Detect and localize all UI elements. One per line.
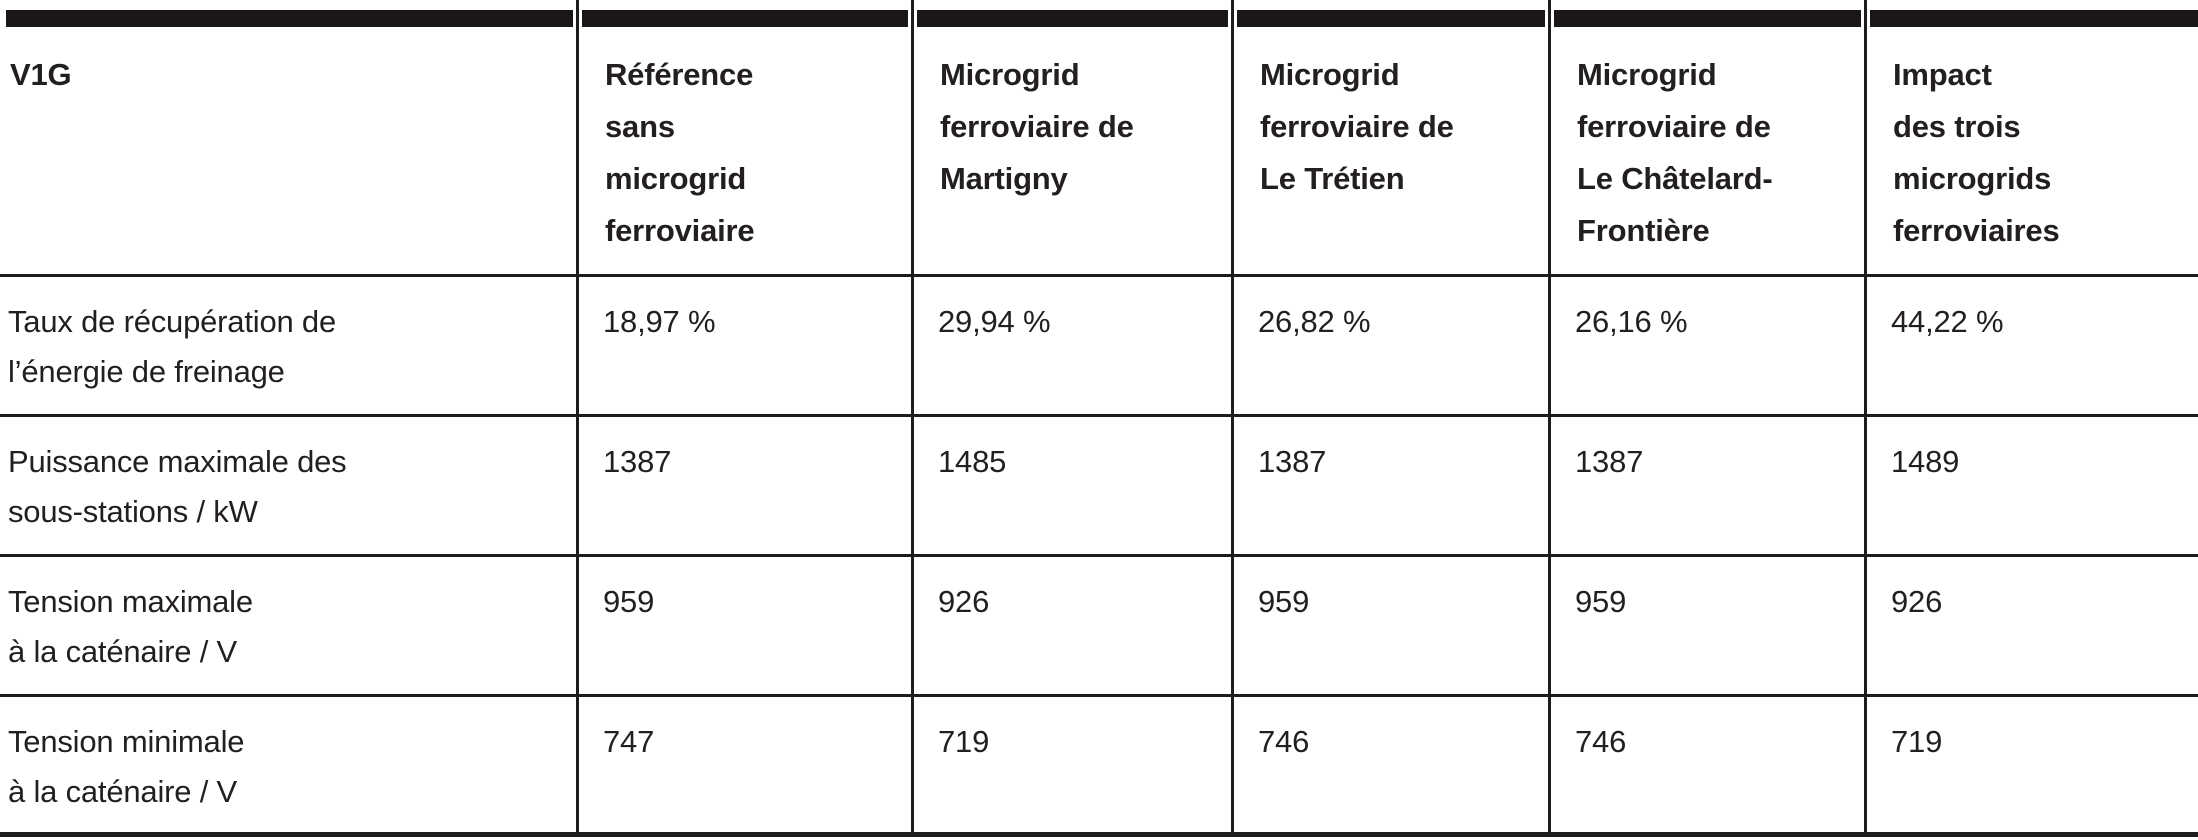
table-top-bar: [0, 0, 2198, 27]
row-label: Puissance maximale des sous-stations / k…: [0, 417, 576, 557]
value-cell: 1387: [1231, 417, 1548, 557]
row-taux-recuperation-energie-freinage: Taux de récupération de l’énergie de fre…: [0, 277, 2198, 417]
value-cell: 1489: [1864, 417, 2198, 557]
value-cell: 719: [911, 697, 1231, 837]
value-cell: 1387: [1548, 417, 1864, 557]
value-cell: 746: [1548, 697, 1864, 837]
row-label: Tension minimale à la caténaire / V: [0, 697, 576, 837]
row-tension-maximale-catenaire: Tension maximale à la caténaire / V 959 …: [0, 557, 2198, 697]
col-header-impact-trois-microgrids: Impact des trois microgrids ferroviaires: [1864, 27, 2198, 277]
value-cell: 29,94 %: [911, 277, 1231, 417]
col-header-microgrid-martigny: Microgrid ferroviaire de Martigny: [911, 27, 1231, 277]
top-bar-segment: [917, 10, 1228, 27]
top-bar-cell: [911, 0, 1231, 27]
col-header-microgrid-le-chatelard-frontiere: Microgrid ferroviaire de Le Châtelard- F…: [1548, 27, 1864, 277]
value-cell: 746: [1231, 697, 1548, 837]
value-cell: 926: [911, 557, 1231, 697]
row-tension-minimale-catenaire: Tension minimale à la caténaire / V 747 …: [0, 697, 2198, 837]
value-cell: 719: [1864, 697, 2198, 837]
top-bar-cell: [576, 0, 911, 27]
corner-header-v1g: V1G: [0, 27, 576, 277]
value-cell: 26,16 %: [1548, 277, 1864, 417]
header-row: V1G Référence sans microgrid ferroviaire…: [0, 27, 2198, 277]
value-cell: 959: [1231, 557, 1548, 697]
value-cell: 44,22 %: [1864, 277, 2198, 417]
top-bar-cell: [0, 0, 576, 27]
value-cell: 1387: [576, 417, 911, 557]
value-cell: 26,82 %: [1231, 277, 1548, 417]
value-cell: 926: [1864, 557, 2198, 697]
value-cell: 747: [576, 697, 911, 837]
value-cell: 959: [576, 557, 911, 697]
value-cell: 1485: [911, 417, 1231, 557]
col-header-microgrid-le-tretien: Microgrid ferroviaire de Le Trétien: [1231, 27, 1548, 277]
top-bar-segment: [1870, 10, 2198, 27]
col-header-reference-sans-microgrid: Référence sans microgrid ferroviaire: [576, 27, 911, 277]
top-bar-segment: [6, 10, 573, 27]
row-puissance-maximale-sous-stations: Puissance maximale des sous-stations / k…: [0, 417, 2198, 557]
top-bar-cell: [1548, 0, 1864, 27]
value-cell: 18,97 %: [576, 277, 911, 417]
value-cell: 959: [1548, 557, 1864, 697]
top-bar-segment: [1554, 10, 1861, 27]
row-label: Taux de récupération de l’énergie de fre…: [0, 277, 576, 417]
top-bar-cell: [1864, 0, 2198, 27]
top-bar-segment: [582, 10, 908, 27]
row-label: Tension maximale à la caténaire / V: [0, 557, 576, 697]
top-bar-cell: [1231, 0, 1548, 27]
top-bar-segment: [1237, 10, 1545, 27]
